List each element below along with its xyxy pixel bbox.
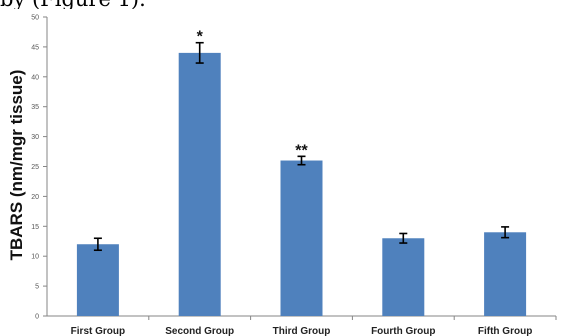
significance-marker: ** bbox=[295, 142, 308, 159]
x-tick-label: Fifth Group bbox=[478, 326, 532, 336]
y-tick-label: 10 bbox=[31, 254, 39, 261]
bar bbox=[76, 244, 119, 316]
x-tick-label: Second Group bbox=[165, 326, 234, 336]
caption-fragment: by (Figure 1). bbox=[0, 0, 564, 9]
y-tick-label: 0 bbox=[35, 314, 39, 321]
x-tick-label: First Group bbox=[71, 326, 125, 336]
x-tick-label: Fourth Group bbox=[371, 326, 435, 336]
bar bbox=[178, 52, 221, 316]
y-tick-label: 40 bbox=[31, 74, 39, 81]
y-tick-label: 45 bbox=[31, 44, 39, 51]
y-tick-label: 20 bbox=[31, 194, 39, 201]
x-tick-label: Third Group bbox=[273, 326, 331, 336]
bar bbox=[280, 160, 323, 316]
bar bbox=[484, 232, 527, 316]
significance-marker: * bbox=[197, 29, 204, 46]
y-tick-label: 30 bbox=[31, 134, 39, 141]
y-tick-label: 5 bbox=[35, 284, 39, 291]
y-tick-label: 50 bbox=[31, 15, 39, 22]
y-tick-label: 15 bbox=[31, 224, 39, 231]
y-tick-label: 25 bbox=[31, 164, 39, 171]
bar bbox=[382, 238, 425, 316]
y-axis-label: TBARS (nm/mgr tissue) bbox=[7, 70, 26, 261]
y-tick-label: 35 bbox=[31, 104, 39, 111]
